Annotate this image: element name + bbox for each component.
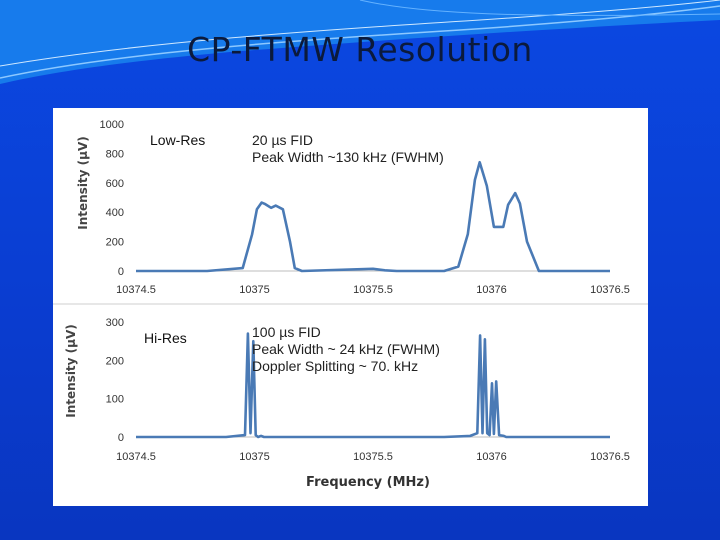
low-res-x-tick-label: 10376 [476, 284, 507, 296]
hi-res-x-tick-label: 10375 [239, 451, 270, 463]
low-res-x-tick-label: 10375.5 [353, 284, 393, 296]
low-res-y-tick-label: 0 [118, 266, 124, 278]
low-res-y-tick-label: 1000 [100, 119, 124, 131]
hi-res-x-tick-label: 10375.5 [353, 451, 393, 463]
hi-res-y-tick-label: 200 [106, 355, 124, 367]
low-res-y-tick-label: 800 [106, 148, 124, 160]
low-res-x-tick-label: 10375 [239, 284, 270, 296]
hi-res-x-tick-labels: 10374.5 10375 10375.5 10376 10376.5 [116, 451, 630, 463]
hi-res-x-tick-label: 10374.5 [116, 451, 156, 463]
low-res-annotation-line: 20 µs FID [252, 132, 313, 148]
low-res-plot: Intensity (µV) 0 200 400 600 800 1000 10374.5… [76, 119, 630, 296]
hi-res-y-tick-label: 300 [106, 317, 124, 329]
low-res-ylabel: Intensity (µV) [76, 136, 90, 230]
hi-res-ylabel: Intensity (µV) [64, 324, 78, 418]
low-res-series-line [136, 160, 610, 273]
low-res-y-tick-label: 400 [106, 207, 124, 219]
figure-panel: Intensity (µV) 0 200 400 600 800 1000 10374.5… [53, 108, 648, 506]
hi-res-annotation: 100 µs FID Peak Width ~ 24 kHz (FWHM) Do… [252, 324, 440, 375]
low-res-x-tick-label: 10374.5 [116, 284, 156, 296]
low-res-y-tick-label: 600 [106, 178, 124, 190]
hi-res-y-tick-label: 100 [106, 394, 124, 406]
hi-res-x-tick-label: 10376.5 [590, 451, 630, 463]
title-wave-background [0, 0, 720, 84]
hi-res-annotation-line: Doppler Splitting ~ 70. kHz [252, 358, 419, 374]
low-res-y-tick-labels: 0 200 400 600 800 1000 [100, 119, 124, 278]
low-res-tag: Low-Res [150, 132, 206, 148]
hi-res-annotation-line: 100 µs FID [252, 324, 321, 340]
hi-res-y-tick-label: 0 [118, 432, 124, 444]
x-axis-label: Frequency (MHz) [306, 475, 430, 490]
low-res-annotation-line: Peak Width ~130 kHz (FWHM) [252, 149, 444, 165]
low-res-y-tick-label: 200 [106, 237, 124, 249]
slide-title: CP-FTMW Resolution [187, 30, 533, 69]
low-res-x-tick-labels: 10374.5 10375 10375.5 10376 10376.5 [116, 284, 630, 296]
hi-res-series-line [136, 332, 610, 439]
hi-res-x-tick-label: 10376 [476, 451, 507, 463]
hi-res-y-tick-labels: 0 100 200 300 [106, 317, 124, 444]
hi-res-annotation-line: Peak Width ~ 24 kHz (FWHM) [252, 341, 440, 357]
low-res-x-tick-label: 10376.5 [590, 284, 630, 296]
low-res-annotation: 20 µs FID Peak Width ~130 kHz (FWHM) [252, 132, 444, 166]
hi-res-tag: Hi-Res [144, 330, 187, 346]
